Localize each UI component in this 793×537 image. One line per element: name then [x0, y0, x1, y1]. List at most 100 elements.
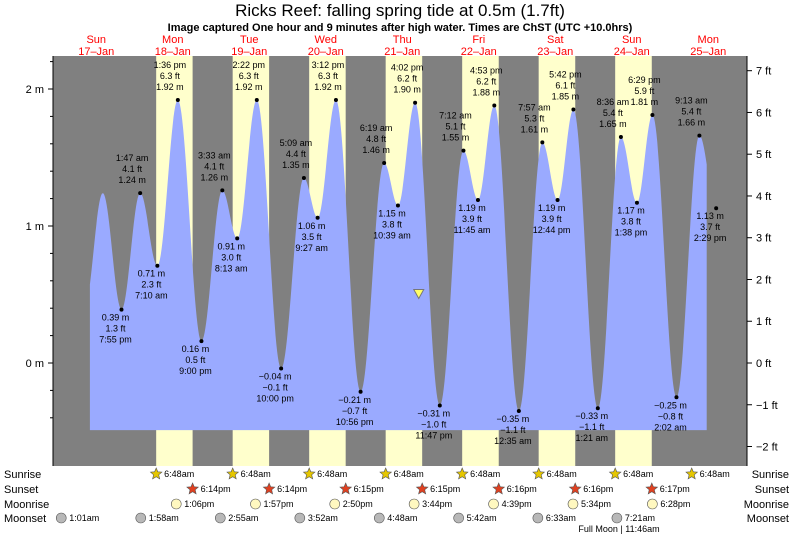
tide-point — [235, 236, 240, 241]
moonrise-icon — [488, 498, 499, 510]
sunrise-icon — [379, 467, 393, 480]
tide-label: 1.55 m — [442, 133, 470, 143]
sunset-icon — [492, 482, 506, 495]
tide-point — [413, 100, 418, 105]
sunrise-time: 6:48am — [547, 469, 577, 479]
tide-label: 1:38 pm — [615, 228, 648, 238]
tide-label: 3.7 ft — [700, 222, 721, 232]
sunrise-icon — [302, 467, 316, 480]
tide-label: −1.0 ft — [421, 419, 447, 429]
tide-point — [540, 140, 545, 145]
tide-label: 7:12 am — [439, 111, 472, 121]
tide-label: 1.46 m — [362, 145, 390, 155]
tide-point — [618, 134, 623, 139]
tide-label: 3.9 ft — [542, 214, 563, 224]
tide-point — [516, 408, 521, 413]
tide-label: 4.4 ft — [286, 149, 307, 159]
tide-label: 1:47 am — [116, 153, 149, 163]
astronomy-rows: Sunrise Sunrise 6:48am 6:48am 6:48am 6:48am 6:… — [4, 467, 789, 525]
tide-label: 4.1 ft — [204, 161, 225, 171]
tide-point — [475, 197, 480, 202]
tide-label: 5.9 ft — [634, 86, 655, 96]
right-tick-label: −1 ft — [756, 400, 778, 412]
tide-point — [315, 215, 320, 220]
tide-label: 1.90 m — [393, 85, 421, 95]
right-tick-label: −2 ft — [756, 442, 778, 454]
day-label-weekday: Mon — [162, 34, 183, 46]
tide-label: 2:22 pm — [233, 60, 266, 70]
moonrise-time: 1:57pm — [263, 499, 293, 509]
day-label-weekday: Fri — [472, 34, 485, 46]
tide-label: 10:56 pm — [336, 417, 374, 427]
tide-label: 5:09 am — [280, 138, 313, 148]
row-label-left: Moonrise — [4, 499, 49, 511]
right-tick-label: 5 ft — [756, 149, 771, 161]
tide-label: 9:00 pm — [179, 366, 212, 376]
tide-label: 1.61 m — [521, 124, 549, 134]
tide-label: −0.33 m — [575, 411, 608, 421]
day-label-date: 24–Jan — [614, 46, 650, 58]
row-label-right: Moonrise — [744, 499, 789, 511]
tide-label: 0.5 ft — [185, 355, 206, 365]
sunrise-time: 6:48am — [700, 469, 730, 479]
moonset-icon — [453, 512, 464, 524]
moonrise-icon — [329, 498, 341, 510]
tide-label: 6:29 pm — [628, 75, 661, 85]
tide-label: −1.1 ft — [500, 425, 526, 435]
row-label-left: Moonset — [4, 513, 46, 525]
day-label-weekday: Tue — [240, 34, 259, 46]
tide-label: 1.81 m — [631, 97, 659, 107]
tide-label: 2:02 am — [654, 422, 687, 432]
tide-label: 8:36 am — [597, 97, 630, 107]
sunset-time: 6:14pm — [277, 484, 307, 494]
moonrise-icon — [250, 498, 261, 510]
day-label-weekday: Sun — [86, 34, 106, 46]
day-label-date: 17–Jan — [78, 46, 114, 58]
tide-area — [89, 100, 707, 431]
tide-point — [358, 389, 363, 394]
tide-label: 11:45 am — [454, 225, 491, 235]
tide-label: 1.85 m — [552, 92, 580, 102]
moonset-time: 1:58am — [149, 513, 179, 523]
moonrise-time: 4:39pm — [502, 499, 532, 509]
day-label-weekday: Mon — [698, 34, 719, 46]
tide-label: 9:13 am — [675, 96, 708, 106]
moonrise-time: 5:34pm — [581, 499, 611, 509]
row-label-right: Sunset — [755, 484, 789, 496]
tide-point — [595, 406, 600, 411]
right-tick-label: 6 ft — [756, 107, 771, 119]
tide-label: 6.3 ft — [318, 71, 339, 81]
day-label-date: 20–Jan — [308, 46, 344, 58]
tide-label: −0.25 m — [654, 400, 687, 410]
tide-label: 1.06 m — [298, 221, 326, 231]
moonrise-time: 6:28pm — [660, 499, 690, 509]
moonrise-time: 2:50pm — [343, 499, 373, 509]
sunrise-icon — [685, 467, 699, 480]
row-label-right: Sunrise — [752, 469, 789, 481]
row-label-left: Sunset — [4, 484, 38, 496]
tide-label: 5.3 ft — [524, 113, 545, 123]
moonrise-icon — [567, 498, 579, 510]
sunrise-icon — [226, 467, 240, 480]
tide-label: 6.3 ft — [160, 71, 181, 81]
sunset-icon — [339, 482, 353, 495]
tide-label: 1:36 pm — [154, 60, 187, 70]
tide-point — [714, 206, 719, 211]
sunrise-icon — [532, 467, 546, 480]
moonset-time: 3:52am — [308, 513, 338, 523]
tide-label: 5.4 ft — [603, 108, 624, 118]
tide-point — [155, 263, 160, 268]
tide-label: 5.4 ft — [681, 107, 702, 117]
tide-label: 1.35 m — [282, 160, 310, 170]
right-tick-label: 4 ft — [756, 191, 771, 203]
tide-point — [220, 188, 225, 193]
tide-label: 1.15 m — [378, 208, 406, 218]
sunrise-time: 6:48am — [241, 469, 271, 479]
tide-label: 1.92 m — [314, 82, 342, 92]
right-tick-label: 1 ft — [756, 316, 771, 328]
moonset-icon — [294, 512, 306, 524]
tide-label: 3.8 ft — [382, 219, 403, 229]
moonset-icon — [135, 512, 147, 524]
tide-label: 12:44 pm — [533, 225, 571, 235]
moonrise-time: 3:44pm — [422, 499, 452, 509]
